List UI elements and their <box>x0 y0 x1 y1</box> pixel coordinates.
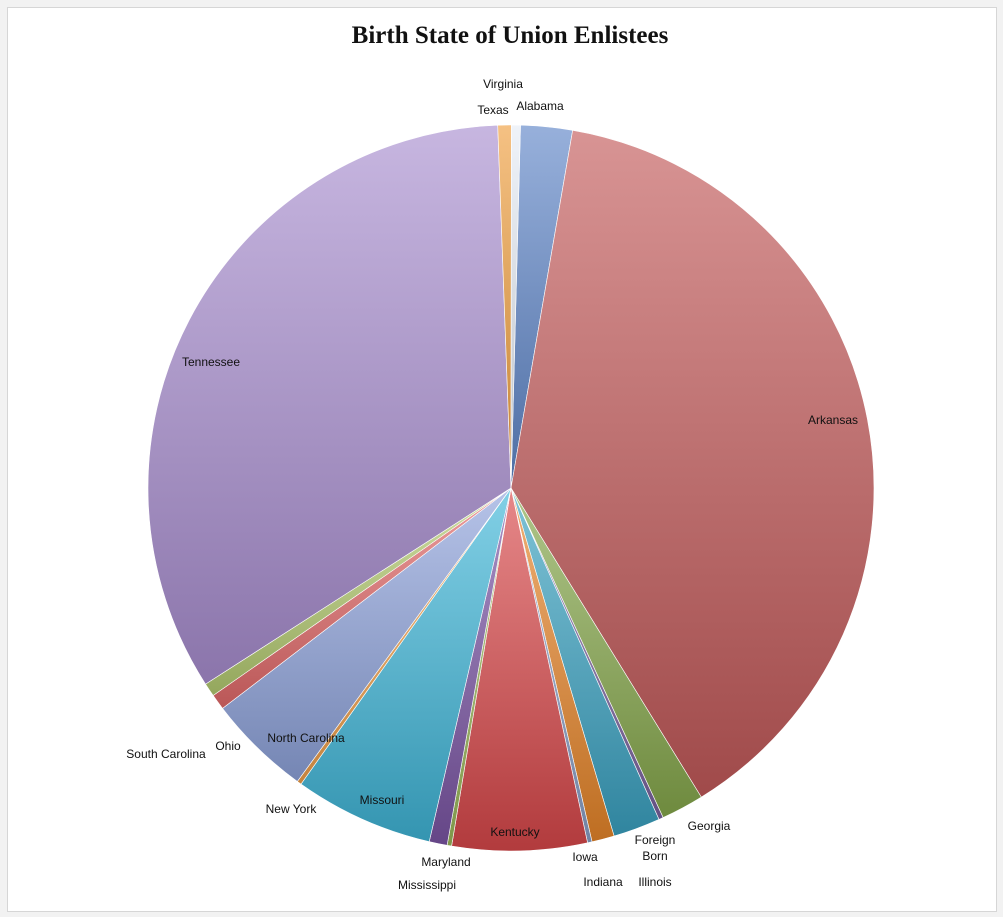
slice-label-alabama: Alabama <box>516 99 564 113</box>
slice-label-indiana: Indiana <box>583 875 623 889</box>
slice-label-new-york: New York <box>266 802 318 816</box>
chart-title: Birth State of Union Enlistees <box>351 22 669 49</box>
pie-slice-missouri <box>300 487 512 843</box>
slice-label-illinois: Illinois <box>638 875 671 889</box>
slice-label-arkansas: Arkansas <box>808 413 858 427</box>
slice-label-texas: Texas <box>477 103 508 117</box>
slice-label-foreign-born: Foreign Born <box>635 833 676 863</box>
slice-label-mississippi: Mississippi <box>398 878 456 892</box>
slice-label-maryland: Maryland <box>421 855 470 869</box>
pie-slice-kentucky <box>451 487 588 852</box>
slice-label-missouri: Missouri <box>360 793 405 807</box>
slice-label-georgia: Georgia <box>688 819 731 833</box>
slice-label-ohio: Ohio <box>215 739 241 753</box>
slice-label-south-carolina: South Carolina <box>126 747 206 761</box>
pie-slice-virginia <box>510 124 521 489</box>
slice-label-tennessee: Tennessee <box>182 355 240 369</box>
slice-label-kentucky: Kentucky <box>490 825 539 839</box>
slice-label-north-carolina: North Carolina <box>267 731 345 745</box>
slice-label-virginia: Virginia <box>483 77 523 91</box>
slice-label-iowa: Iowa <box>572 850 598 864</box>
pie-slice-tennessee <box>147 124 512 685</box>
pie-slice-arkansas <box>510 129 875 798</box>
